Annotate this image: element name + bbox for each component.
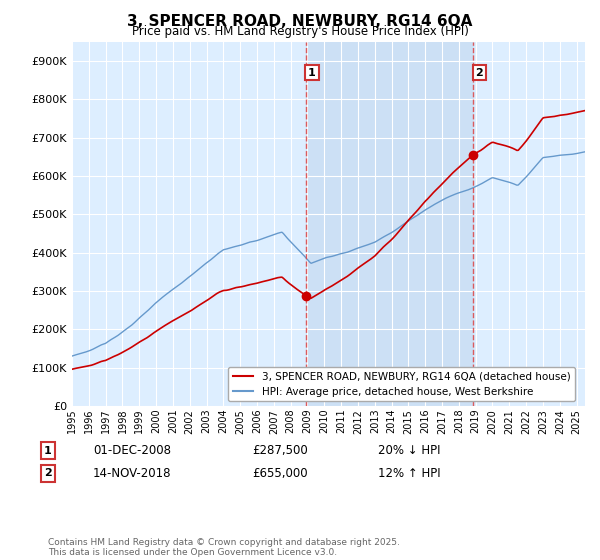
Text: 2: 2 xyxy=(475,68,483,78)
Text: 14-NOV-2018: 14-NOV-2018 xyxy=(93,466,172,480)
Text: 1: 1 xyxy=(308,68,316,78)
Text: Price paid vs. HM Land Registry's House Price Index (HPI): Price paid vs. HM Land Registry's House … xyxy=(131,25,469,38)
Text: Contains HM Land Registry data © Crown copyright and database right 2025.
This d: Contains HM Land Registry data © Crown c… xyxy=(48,538,400,557)
Text: 20% ↓ HPI: 20% ↓ HPI xyxy=(378,444,440,458)
Text: £655,000: £655,000 xyxy=(252,466,308,480)
Text: £287,500: £287,500 xyxy=(252,444,308,458)
Text: 3, SPENCER ROAD, NEWBURY, RG14 6QA: 3, SPENCER ROAD, NEWBURY, RG14 6QA xyxy=(127,14,473,29)
Text: 12% ↑ HPI: 12% ↑ HPI xyxy=(378,466,440,480)
Text: 2: 2 xyxy=(44,468,52,478)
Bar xyxy=(306,42,473,406)
Text: 01-DEC-2008: 01-DEC-2008 xyxy=(93,444,171,458)
Text: 1: 1 xyxy=(44,446,52,456)
Legend: 3, SPENCER ROAD, NEWBURY, RG14 6QA (detached house), HPI: Average price, detache: 3, SPENCER ROAD, NEWBURY, RG14 6QA (deta… xyxy=(229,367,575,401)
